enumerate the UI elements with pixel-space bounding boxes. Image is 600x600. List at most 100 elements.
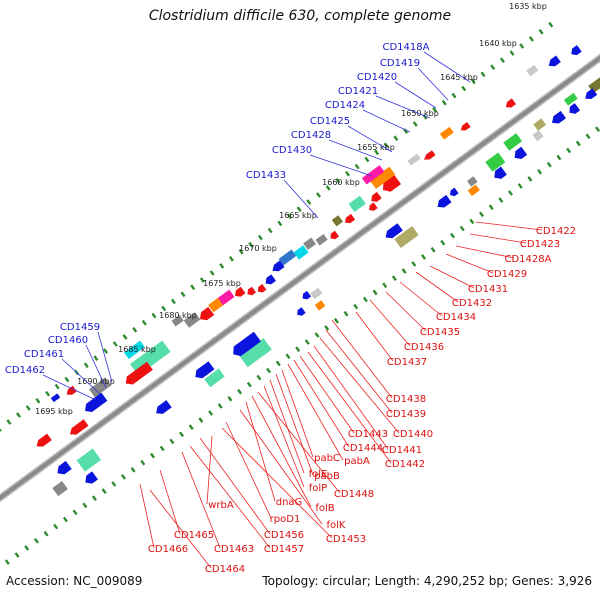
outer-tick-dot: [285, 353, 291, 360]
gene-arrow: [437, 194, 452, 208]
gene-block: [361, 165, 385, 185]
inner-gene-label: CD1442: [385, 459, 425, 470]
inner-tick-dot: [238, 248, 244, 255]
inner-gene-label: pabA: [344, 456, 370, 467]
kbp-tick-label: 1670 kbp: [239, 244, 277, 253]
inner-tick-dot: [209, 270, 215, 276]
inner-tick-dot: [93, 355, 99, 362]
outer-tick-dot: [537, 168, 543, 175]
inner-gene-label: CD1431: [468, 284, 508, 295]
inner-label-leader: [239, 409, 323, 525]
inner-label-leader: [275, 373, 314, 476]
gene-block: [310, 287, 323, 300]
outer-label-leader: [42, 374, 97, 401]
gene-block: [314, 300, 326, 311]
inner-tick-dot: [257, 234, 263, 241]
inner-tick-dot: [286, 213, 293, 220]
topology-summary: Topology: circular; Length: 4,290,252 bp…: [262, 574, 592, 588]
inner-gene-label: CD1434: [436, 312, 476, 323]
inner-gene-label: CD1436: [404, 342, 444, 353]
inner-label-leader: [299, 355, 355, 434]
inner-label-leader: [251, 395, 312, 508]
inner-label-leader: [257, 391, 341, 494]
inner-tick-dot: [325, 185, 331, 191]
outer-tick-dot: [372, 289, 378, 296]
inner-tick-dot: [190, 284, 196, 291]
gene-block: [208, 297, 224, 313]
outer-tick-dot: [595, 126, 600, 133]
outer-tick-dot: [556, 154, 562, 161]
gene-arrow: [460, 122, 471, 131]
inner-label-leader: [139, 483, 155, 549]
inner-tick-dot: [538, 28, 544, 35]
inner-tick-dot: [461, 85, 467, 92]
inner-tick-dot: [122, 334, 128, 340]
inner-tick-dot: [470, 78, 476, 85]
inner-tick-dot: [112, 341, 118, 347]
gene-block: [50, 393, 61, 403]
gene-arrow: [494, 166, 507, 179]
inner-label-leader: [355, 311, 394, 362]
inner-gene-label: CD1432: [452, 298, 492, 309]
inner-gene-label: wrbA: [208, 500, 234, 511]
inner-tick-dot: [0, 426, 2, 433]
inner-tick-dot: [170, 298, 176, 305]
inner-gene-labels: CD1422 CD1423 CD1428A CD1429 CD1431 CD1432 CD1…: [139, 221, 576, 575]
gene-arrow: [385, 223, 403, 239]
inner-tick-dot: [180, 291, 186, 298]
inner-label-leader: [221, 427, 333, 539]
gene-block: [315, 234, 328, 246]
inner-tick-dot: [374, 149, 380, 156]
gene-block: [407, 153, 421, 166]
inner-tick-dot: [519, 43, 525, 49]
gene-block: [526, 64, 539, 77]
outer-tick-dot: [43, 530, 49, 537]
inner-tick-dot: [267, 227, 273, 234]
gene-arrow: [514, 146, 528, 160]
gene-arrow: [369, 202, 378, 211]
outer-tick-dot: [459, 225, 465, 232]
outer-label-leader: [394, 81, 437, 109]
outer-tick-dot: [24, 545, 30, 551]
inner-gene-label: CD1437: [387, 357, 427, 368]
inner-label-leader: [245, 401, 276, 502]
gene-block: [88, 377, 112, 398]
gene-arrow: [505, 98, 517, 108]
kbp-tick-label: 1665 kbp: [279, 211, 317, 220]
inner-tick-dot: [296, 206, 302, 213]
inner-tick-dot: [83, 362, 89, 369]
inner-gene-label: CD1438: [386, 394, 426, 405]
outer-tick-dot: [33, 537, 39, 544]
inner-gene-label: CD1457: [264, 544, 304, 555]
inner-gene-label: folE: [309, 469, 328, 480]
gene-arrow: [85, 471, 98, 484]
outer-tick-dot: [498, 197, 504, 203]
inner-gene-label: CD1466: [148, 544, 188, 555]
outer-tick-dot: [333, 317, 339, 324]
inner-label-leader: [475, 221, 543, 231]
inner-gene-label: CD1465: [174, 530, 214, 541]
inner-gene-label: CD1444: [343, 443, 383, 454]
inner-gene-label: CD1429: [487, 269, 527, 280]
gene-arrow: [585, 88, 598, 100]
outer-tick-dot: [585, 133, 591, 140]
gene-arrow: [569, 103, 581, 114]
outer-tick-dot: [246, 381, 252, 388]
map-title: Clostridium difficile 630, complete geno…: [148, 8, 452, 24]
gene-arrow: [552, 110, 567, 124]
outer-tick-dot: [488, 204, 494, 211]
inner-label-leader: [269, 379, 305, 474]
gene-block: [503, 133, 523, 151]
outer-tick-dot: [391, 275, 397, 282]
inner-gene-label: CD1453: [326, 534, 366, 545]
inner-label-leader: [199, 437, 271, 535]
outer-tick-dot: [111, 481, 117, 487]
inner-tick-dot: [54, 383, 60, 390]
outer-gene-label: CD1459: [60, 322, 100, 333]
gene-arrow: [450, 187, 459, 197]
inner-gene-label: CD1428A: [505, 254, 552, 265]
genome-backbone: [0, 53, 600, 503]
outer-label-leader: [347, 125, 393, 153]
gene-block: [532, 130, 544, 142]
